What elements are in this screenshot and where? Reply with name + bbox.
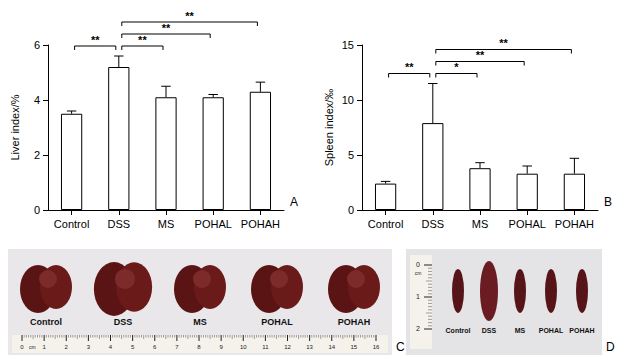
svg-text:3: 3 xyxy=(87,344,91,350)
svg-text:POHAL: POHAL xyxy=(261,317,293,327)
svg-text:10: 10 xyxy=(342,94,354,106)
svg-text:0: 0 xyxy=(20,344,24,350)
svg-text:POHAH: POHAH xyxy=(569,327,594,334)
svg-text:1: 1 xyxy=(42,344,46,350)
svg-text:MS: MS xyxy=(515,327,526,334)
svg-text:**: ** xyxy=(91,34,100,46)
svg-text:**: ** xyxy=(476,49,485,61)
svg-text:D: D xyxy=(606,340,615,354)
svg-text:4: 4 xyxy=(109,344,113,350)
svg-text:6: 6 xyxy=(153,344,157,350)
svg-text:DSS: DSS xyxy=(107,218,130,230)
svg-text:A: A xyxy=(290,195,298,209)
svg-text:**: ** xyxy=(185,10,194,22)
svg-text:10: 10 xyxy=(240,344,247,350)
svg-text:POHAH: POHAH xyxy=(338,317,371,327)
svg-text:C: C xyxy=(396,340,405,354)
svg-text:DSS: DSS xyxy=(114,317,133,327)
svg-text:2: 2 xyxy=(416,325,420,332)
svg-text:DSS: DSS xyxy=(482,327,497,334)
svg-text:MS: MS xyxy=(193,317,207,327)
svg-text:POHAL: POHAL xyxy=(539,327,564,334)
svg-text:8: 8 xyxy=(197,344,201,350)
svg-text:Control: Control xyxy=(30,317,62,327)
svg-text:1: 1 xyxy=(416,293,420,300)
svg-text:POHAH: POHAH xyxy=(555,218,594,230)
svg-text:13: 13 xyxy=(306,344,313,350)
svg-text:B: B xyxy=(604,195,612,209)
svg-text:POHAL: POHAL xyxy=(195,218,232,230)
svg-text:POHAH: POHAH xyxy=(241,218,280,230)
svg-text:DSS: DSS xyxy=(421,218,444,230)
svg-text:cm: cm xyxy=(29,344,36,350)
svg-text:**: ** xyxy=(499,37,508,49)
svg-text:MS: MS xyxy=(158,218,175,230)
svg-text:7: 7 xyxy=(175,344,179,350)
svg-text:0: 0 xyxy=(416,261,420,268)
svg-text:Liver index/%: Liver index/% xyxy=(9,94,21,160)
svg-text:*: * xyxy=(454,61,459,73)
svg-text:16: 16 xyxy=(373,344,380,350)
svg-text:12: 12 xyxy=(284,344,291,350)
svg-text:Control: Control xyxy=(446,327,471,334)
svg-text:2: 2 xyxy=(34,149,40,161)
svg-text:5: 5 xyxy=(131,344,135,350)
svg-text:Spleen index/‰: Spleen index/‰ xyxy=(323,89,335,167)
svg-text:POHAL: POHAL xyxy=(509,218,546,230)
svg-text:9: 9 xyxy=(219,344,223,350)
svg-text:**: ** xyxy=(138,34,147,46)
svg-text:0: 0 xyxy=(348,204,354,216)
svg-text:MS: MS xyxy=(472,218,489,230)
svg-text:4: 4 xyxy=(34,94,40,106)
svg-text:14: 14 xyxy=(328,344,335,350)
svg-text:5: 5 xyxy=(348,149,354,161)
svg-text:6: 6 xyxy=(34,39,40,51)
svg-text:15: 15 xyxy=(342,39,354,51)
svg-text:Control: Control xyxy=(368,218,403,230)
svg-text:cm: cm xyxy=(415,270,422,276)
svg-text:**: ** xyxy=(162,22,171,34)
svg-text:Control: Control xyxy=(54,218,89,230)
svg-text:11: 11 xyxy=(262,344,269,350)
svg-text:15: 15 xyxy=(351,344,358,350)
svg-text:2: 2 xyxy=(65,344,69,350)
svg-text:**: ** xyxy=(405,61,414,73)
svg-text:0: 0 xyxy=(34,204,40,216)
